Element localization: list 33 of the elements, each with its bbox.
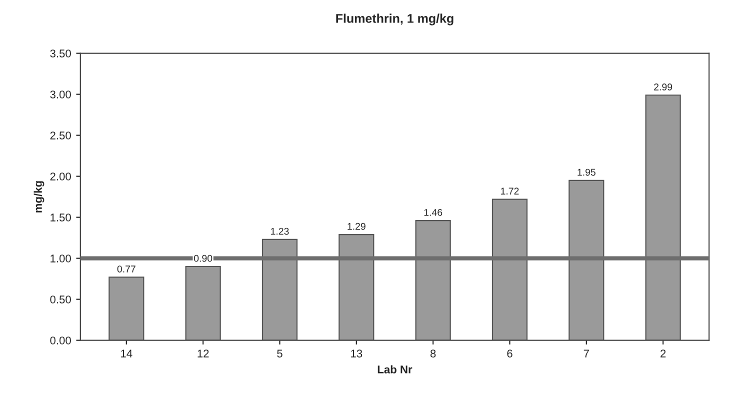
bar [108, 276, 144, 340]
data-label: 0.77 [117, 266, 136, 272]
bar [415, 220, 451, 340]
data-label: 0.90 [194, 254, 212, 262]
text: 0.50 [50, 296, 71, 304]
text: 3.50 [50, 50, 71, 58]
data-label: 1.72 [501, 188, 519, 194]
bar [568, 180, 604, 340]
x-tick-label: 13 [351, 350, 362, 358]
text: 1.50 [50, 214, 71, 222]
text: 2.00 [50, 172, 71, 180]
chart-title: Flumethrin, 1 mg/kg [336, 14, 454, 26]
x-tick-label: 7 [584, 350, 589, 358]
text: 2.50 [50, 132, 71, 140]
data-label: 1.95 [578, 168, 596, 176]
data-label: 1.23 [271, 228, 289, 235]
bar [185, 266, 221, 340]
x-tick-label: 12 [198, 350, 209, 358]
y-axis-title: mg/kg [34, 181, 44, 212]
text: 1.00 [50, 254, 71, 262]
bar [492, 198, 528, 340]
x-tick-label: 6 [507, 350, 512, 358]
data-label: 2.99 [654, 84, 672, 90]
x-tick-label: 14 [121, 350, 132, 358]
text: 3.00 [50, 90, 71, 98]
data-label: 1.29 [348, 222, 366, 230]
x-tick-label: 5 [277, 350, 282, 358]
data-label: 1.46 [424, 208, 442, 216]
x-tick-label: 2 [660, 350, 666, 358]
x-axis-title: Lab Nr [378, 365, 412, 374]
text: 0.00 [50, 336, 71, 344]
bar [645, 94, 681, 340]
x-tick-label: 8 [430, 350, 436, 358]
